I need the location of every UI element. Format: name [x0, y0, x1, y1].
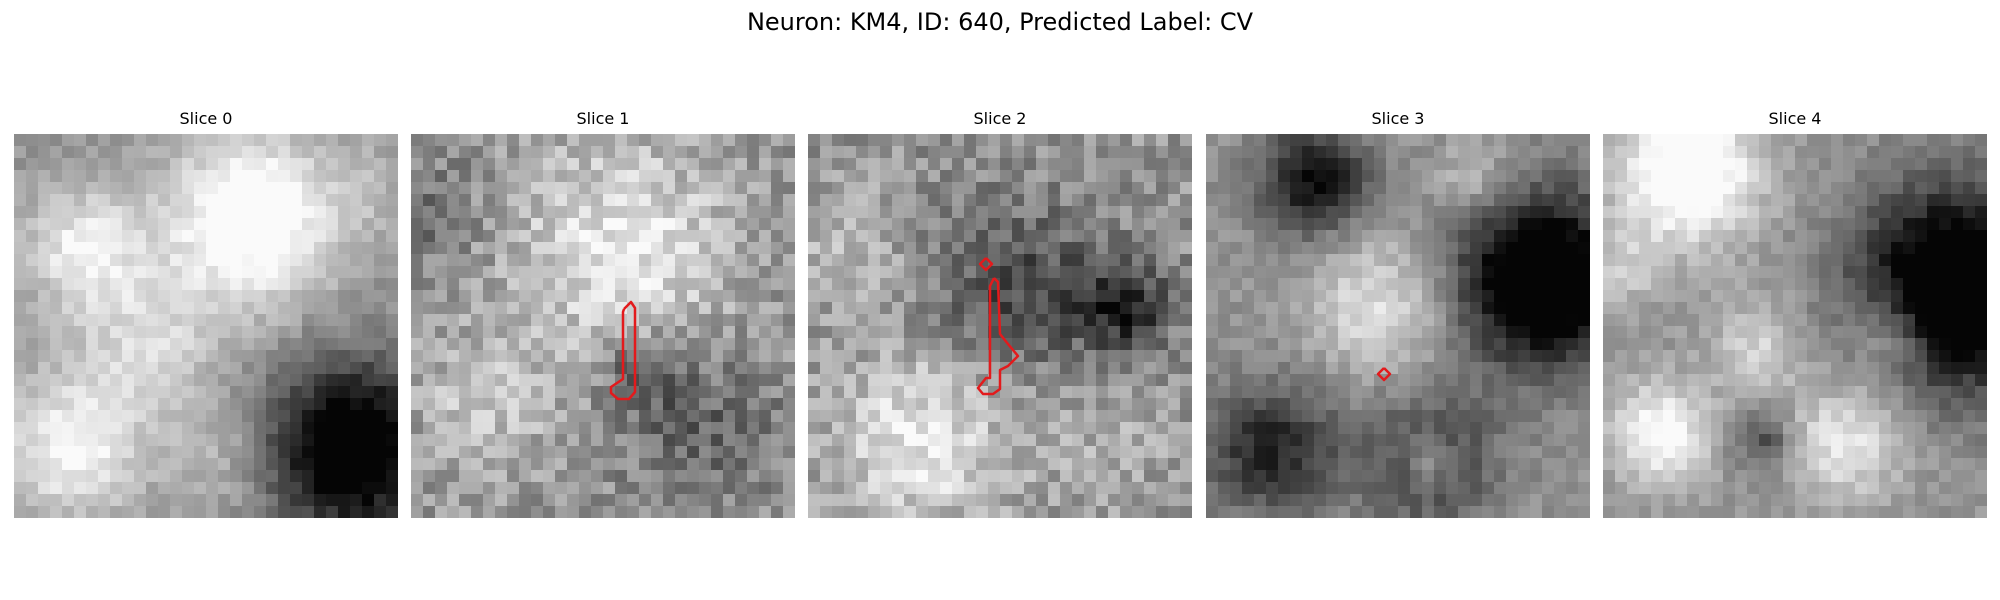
segmentation-contour: [978, 257, 994, 272]
slice-panel-1: Slice 1: [411, 108, 795, 518]
segmentation-contour: [976, 277, 1020, 396]
figure-title: Neuron: KM4, ID: 640, Predicted Label: C…: [746, 8, 1254, 36]
slice-title-0: Slice 0: [179, 109, 233, 128]
slice-image-0: [14, 134, 398, 518]
slice-image-3: [1206, 134, 1590, 518]
slice-title-3: Slice 3: [1371, 109, 1425, 128]
slice-image-1: [411, 134, 795, 518]
segmentation-contour: [1376, 367, 1392, 382]
slice-panel-2: Slice 2: [808, 108, 1192, 518]
segmentation-contour: [609, 300, 637, 401]
slice-panel-4: Slice 4: [1603, 108, 1987, 518]
slice-panel-0: Slice 0: [14, 108, 398, 518]
slice-title-4: Slice 4: [1768, 109, 1822, 128]
slice-image-2: [808, 134, 1192, 518]
slice-image-4: [1603, 134, 1987, 518]
slice-title-2: Slice 2: [973, 109, 1027, 128]
slice-title-1: Slice 1: [576, 109, 630, 128]
slice-panel-3: Slice 3: [1206, 108, 1590, 518]
